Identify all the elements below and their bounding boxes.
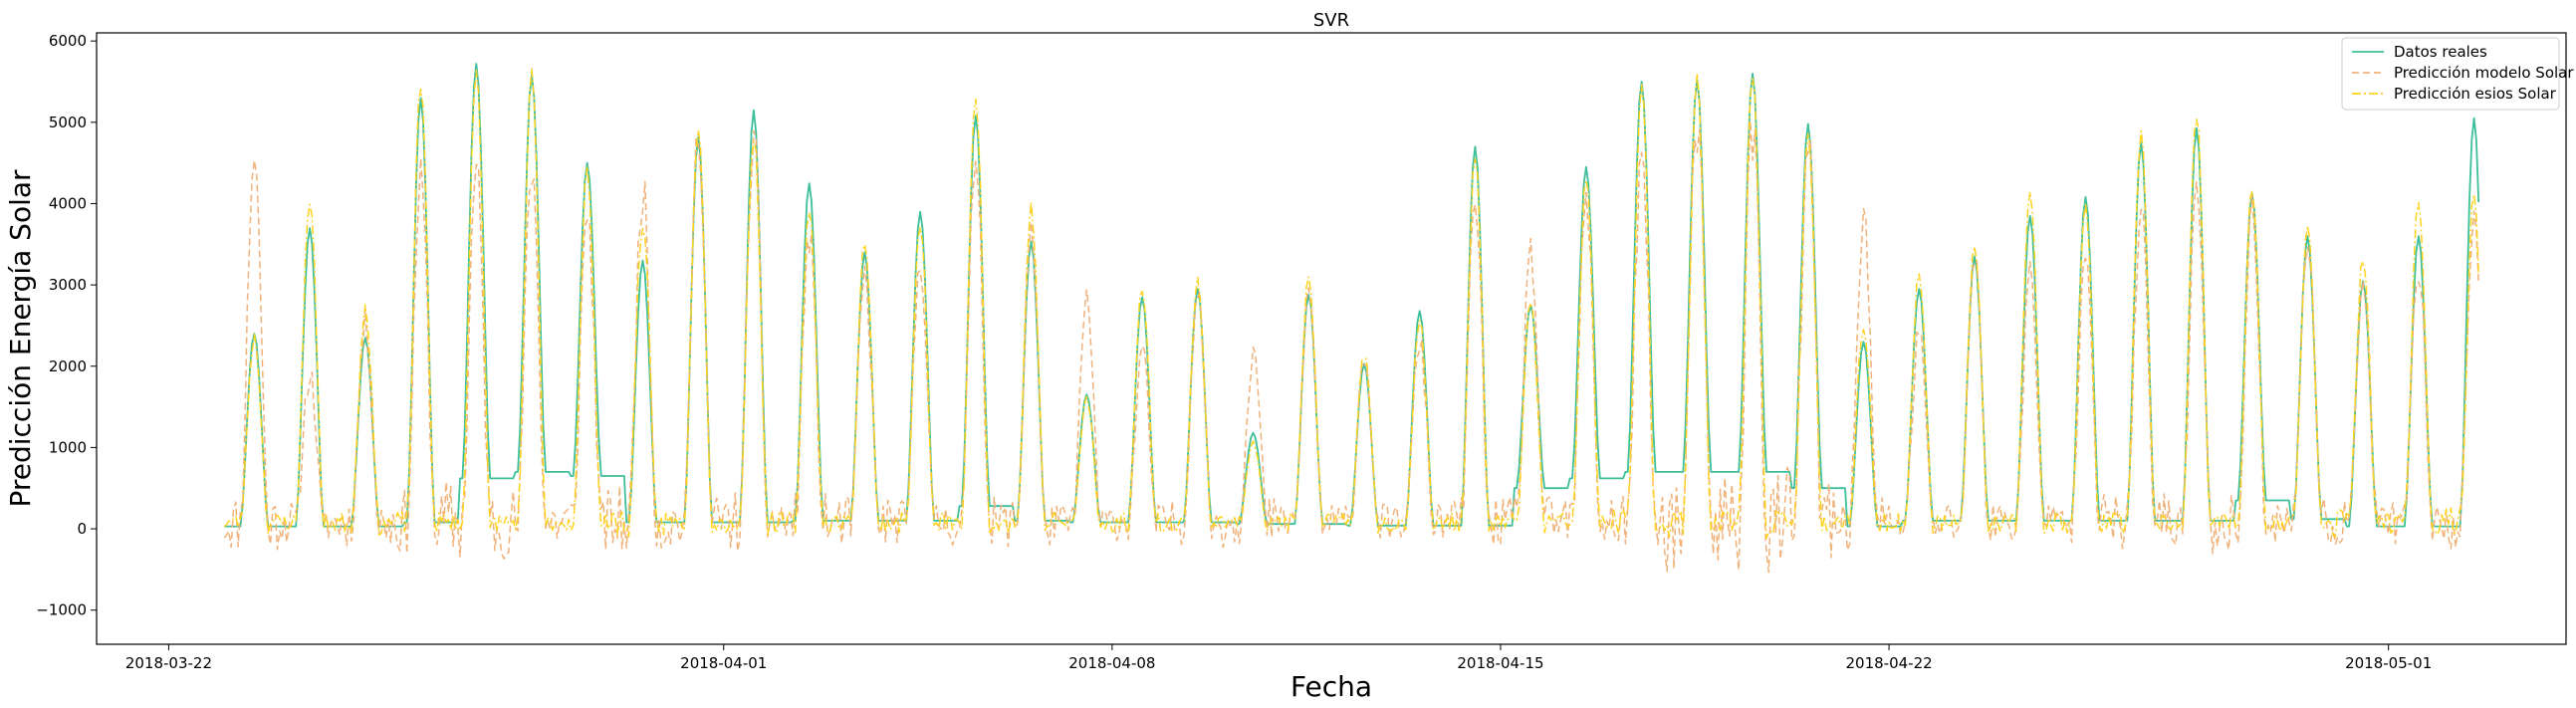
x-tick-label: 2018-04-08 xyxy=(1068,654,1155,672)
legend-label: Predicción esios Solar xyxy=(2394,85,2557,103)
chart-title: SVR xyxy=(1313,10,1349,31)
y-tick-label: 1000 xyxy=(49,438,87,456)
x-tick-label: 2018-03-22 xyxy=(125,654,212,672)
y-tick-label: 6000 xyxy=(49,32,87,50)
x-tick-label: 2018-04-15 xyxy=(1457,654,1543,672)
x-tick-label: 2018-04-01 xyxy=(680,654,767,672)
y-axis-title: Predicción Energía Solar xyxy=(4,169,37,508)
y-tick-label: 4000 xyxy=(49,194,87,212)
legend-label: Predicción modelo Solar xyxy=(2394,64,2574,82)
y-tick-label: 0 xyxy=(77,520,87,538)
x-tick-label: 2018-04-22 xyxy=(1845,654,1932,672)
x-axis-title: Fecha xyxy=(1290,670,1372,703)
x-tick-label: 2018-05-01 xyxy=(2345,654,2432,672)
y-tick-label: 3000 xyxy=(49,276,87,294)
legend: Datos reales Predicción modelo Solar Predi… xyxy=(2342,38,2574,110)
y-tick-label: 2000 xyxy=(49,357,87,375)
y-tick-label: 5000 xyxy=(49,114,87,131)
legend-label: Datos reales xyxy=(2394,43,2487,61)
y-tick-label: −1000 xyxy=(36,601,87,619)
